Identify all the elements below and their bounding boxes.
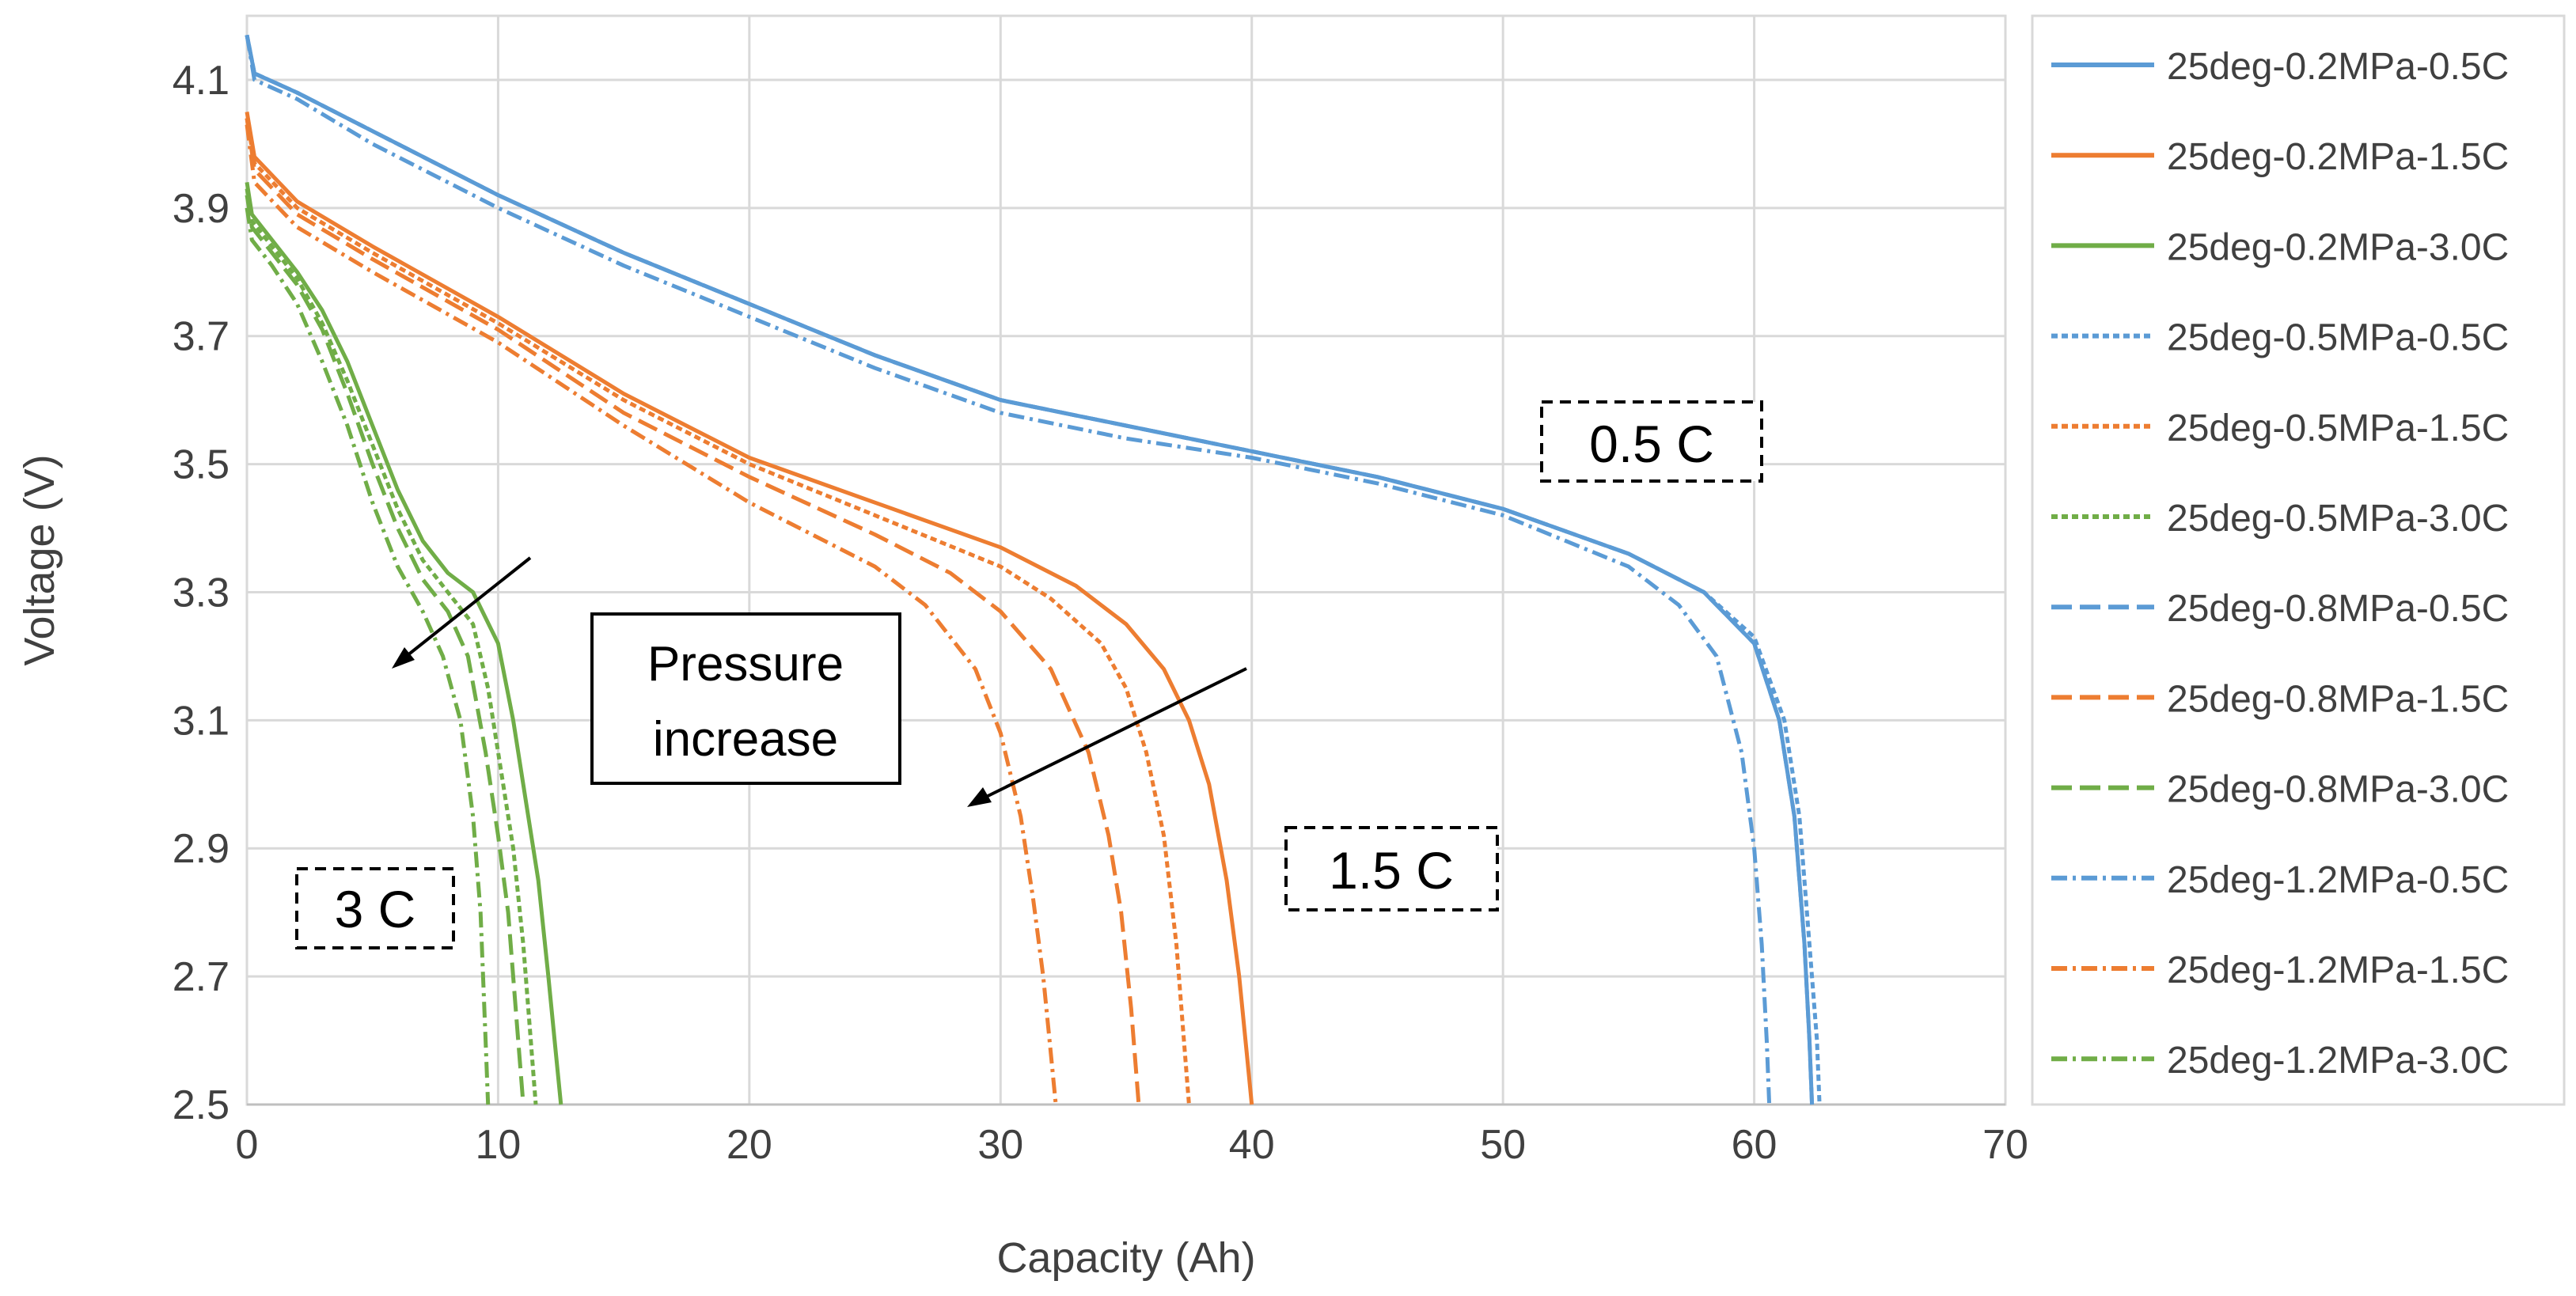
pressure-arrows [392,556,1247,807]
x-tick-label: 10 [476,1122,522,1168]
x-tick-label: 40 [1229,1122,1275,1168]
label-15c-box: 1.5 C [1284,826,1499,911]
series-line [245,111,1254,1105]
label-3c: 3 C [335,880,416,938]
legend-entry: 25deg-1.2MPa-3.0C [2167,1040,2509,1082]
series-line [245,124,1058,1105]
series-lines [245,34,1822,1105]
series-line [245,207,491,1105]
x-tick-label: 20 [727,1122,772,1168]
label-3c-frame [295,867,455,949]
label-3c-box: 3 C [295,867,455,949]
x-tick-label: 70 [1982,1122,2028,1168]
label-15c: 1.5 C [1329,841,1454,900]
legend-entry: 25deg-0.8MPa-0.5C [2167,588,2509,630]
series-line [245,118,1191,1105]
label-05c-box: 0.5 C [1540,400,1763,483]
series-line [245,188,538,1105]
pressure-label-line2: increase [653,712,838,767]
arrow-3c [394,556,532,666]
legend-entry: 25deg-1.2MPa-0.5C [2167,859,2509,901]
series-line [245,34,1772,1105]
y-tick-label: 2.9 [173,826,230,872]
legend-frame [2031,14,2566,1106]
y-tick-label: 3.9 [173,186,230,232]
y-tick-label: 3.7 [173,314,230,360]
label-15c-frame [1284,826,1499,911]
pressure-label-line1: Pressure [647,637,844,692]
y-tick-label: 3.5 [173,442,230,488]
y-tick-label: 4.1 [173,58,230,104]
series-line [245,118,1141,1105]
y-tick-label: 3.3 [173,570,230,616]
y-tick-label: 2.7 [173,954,230,1000]
tick-labels: 0 10 20 30 40 50 60 70 2.5 2.7 2.9 3.1 3.3 3.5 3.7 3.9 4… [173,58,2028,1168]
legend-entry: 25deg-0.8MPa-3.0C [2167,769,2509,811]
x-tick-label: 50 [1480,1122,1526,1168]
legend-entry: 25deg-1.2MPa-1.5C [2167,949,2509,991]
legend-entry: 25deg-0.2MPa-3.0C [2167,226,2509,268]
label-05c: 0.5 C [1589,415,1714,473]
arrow-15c [973,667,1247,805]
arrow-3c-head [392,647,415,669]
series-line [245,34,1815,1105]
legend-entry: 25deg-0.2MPa-1.5C [2167,136,2509,178]
label-05c-frame [1540,400,1763,483]
legend-entry: 25deg-0.5MPa-0.5C [2167,317,2509,359]
legend-entry: 25deg-0.2MPa-0.5C [2167,46,2509,88]
legend-entry: 25deg-0.5MPa-1.5C [2167,407,2509,449]
x-tick-label: 60 [1732,1122,1777,1168]
pressure-box-frame [590,612,901,785]
y-tick-label: 2.5 [173,1082,230,1128]
x-tick-label: 30 [977,1122,1023,1168]
legend: 25deg-0.2MPa-0.5C 25deg-0.2MPa-1.5C 25deg-… [2051,46,2509,1082]
arrow-15c-head [967,787,992,807]
pressure-increase-box: Pressure increase [590,612,901,785]
series-line [245,182,563,1105]
y-axis-title: Voltage (V) [16,454,63,665]
y-tick-label: 3.1 [173,698,230,744]
legend-entry: 25deg-0.8MPa-1.5C [2167,678,2509,720]
x-tick-label: 0 [236,1122,259,1168]
legend-entry: 25deg-0.5MPa-3.0C [2167,498,2509,540]
x-axis-title: Capacity (Ah) [996,1234,1255,1282]
